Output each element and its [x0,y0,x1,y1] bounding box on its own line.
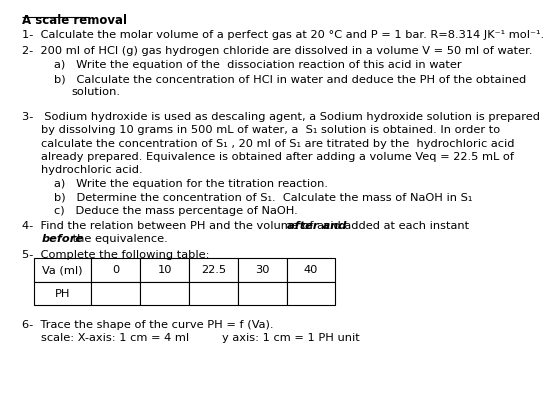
Bar [238,282,286,305]
Text: b)   Calculate the concentration of HCl in water and deduce the PH of the obtain: b) Calculate the concentration of HCl in… [54,74,526,84]
Text: by dissolving 10 grams in 500 mL of water, a  S₁ solution is obtained. In order : by dissolving 10 grams in 500 mL of wate… [41,125,500,135]
Text: scale: X-axis: 1 cm = 4 ml: scale: X-axis: 1 cm = 4 ml [41,333,189,343]
Bar [189,258,238,282]
Text: 1-  Calculate the molar volume of a perfect gas at 20 °C and P = 1 bar. R=8.314 : 1- Calculate the molar volume of a perfe… [22,30,543,40]
Bar [140,282,189,305]
Text: 6-  Trace the shape of the curve PH = f (Va).: 6- Trace the shape of the curve PH = f (… [22,320,273,330]
Text: a)   Write the equation for the titration reaction.: a) Write the equation for the titration … [54,179,329,190]
Bar [286,258,335,282]
Text: 5-  Complete the following table:: 5- Complete the following table: [22,250,209,260]
Bar [34,282,91,305]
Bar [34,258,91,282]
Text: 2-  200 ml of HCl (g) gas hydrogen chloride are dissolved in a volume V = 50 ml : 2- 200 ml of HCl (g) gas hydrogen chlori… [22,46,532,56]
Text: 22.5: 22.5 [201,265,226,275]
Text: 30: 30 [255,265,269,275]
Text: b)   Determine the concentration of S₁.  Calculate the mass of NaOH in S₁: b) Determine the concentration of S₁. Ca… [54,193,473,203]
Text: after and: after and [286,221,346,232]
Bar [238,258,286,282]
Bar [286,282,335,305]
Text: PH: PH [55,288,70,299]
Text: c)   Deduce the mass percentage of NaOH.: c) Deduce the mass percentage of NaOH. [54,206,298,216]
Text: calculate the concentration of S₁ , 20 ml of S₁ are titrated by the  hydrochlori: calculate the concentration of S₁ , 20 m… [41,138,515,149]
Bar [140,258,189,282]
Text: solution.: solution. [71,87,121,97]
Bar [91,282,140,305]
Text: 0: 0 [112,265,119,275]
Text: before: before [41,234,83,244]
Text: hydrochloric acid.: hydrochloric acid. [41,165,143,175]
Text: Va (ml): Va (ml) [42,265,83,275]
Text: already prepared. Equivalence is obtained after adding a volume Veq = 22.5 mL of: already prepared. Equivalence is obtaine… [41,152,514,162]
Text: A scale removal: A scale removal [22,14,127,27]
Text: the equivalence.: the equivalence. [69,234,167,244]
Bar [189,282,238,305]
Text: y axis: 1 cm = 1 PH unit: y axis: 1 cm = 1 PH unit [222,333,360,343]
Text: 4-  Find the relation between PH and the volume of acid added at each instant: 4- Find the relation between PH and the … [22,221,473,232]
Text: 3-   Sodium hydroxide is used as descaling agent, a Sodium hydroxide solution is: 3- Sodium hydroxide is used as descaling… [22,112,540,122]
Bar [91,258,140,282]
Text: a)   Write the equation of the  dissociation reaction of this acid in water: a) Write the equation of the dissociatio… [54,60,462,70]
Text: 10: 10 [157,265,172,275]
Text: 40: 40 [304,265,318,275]
